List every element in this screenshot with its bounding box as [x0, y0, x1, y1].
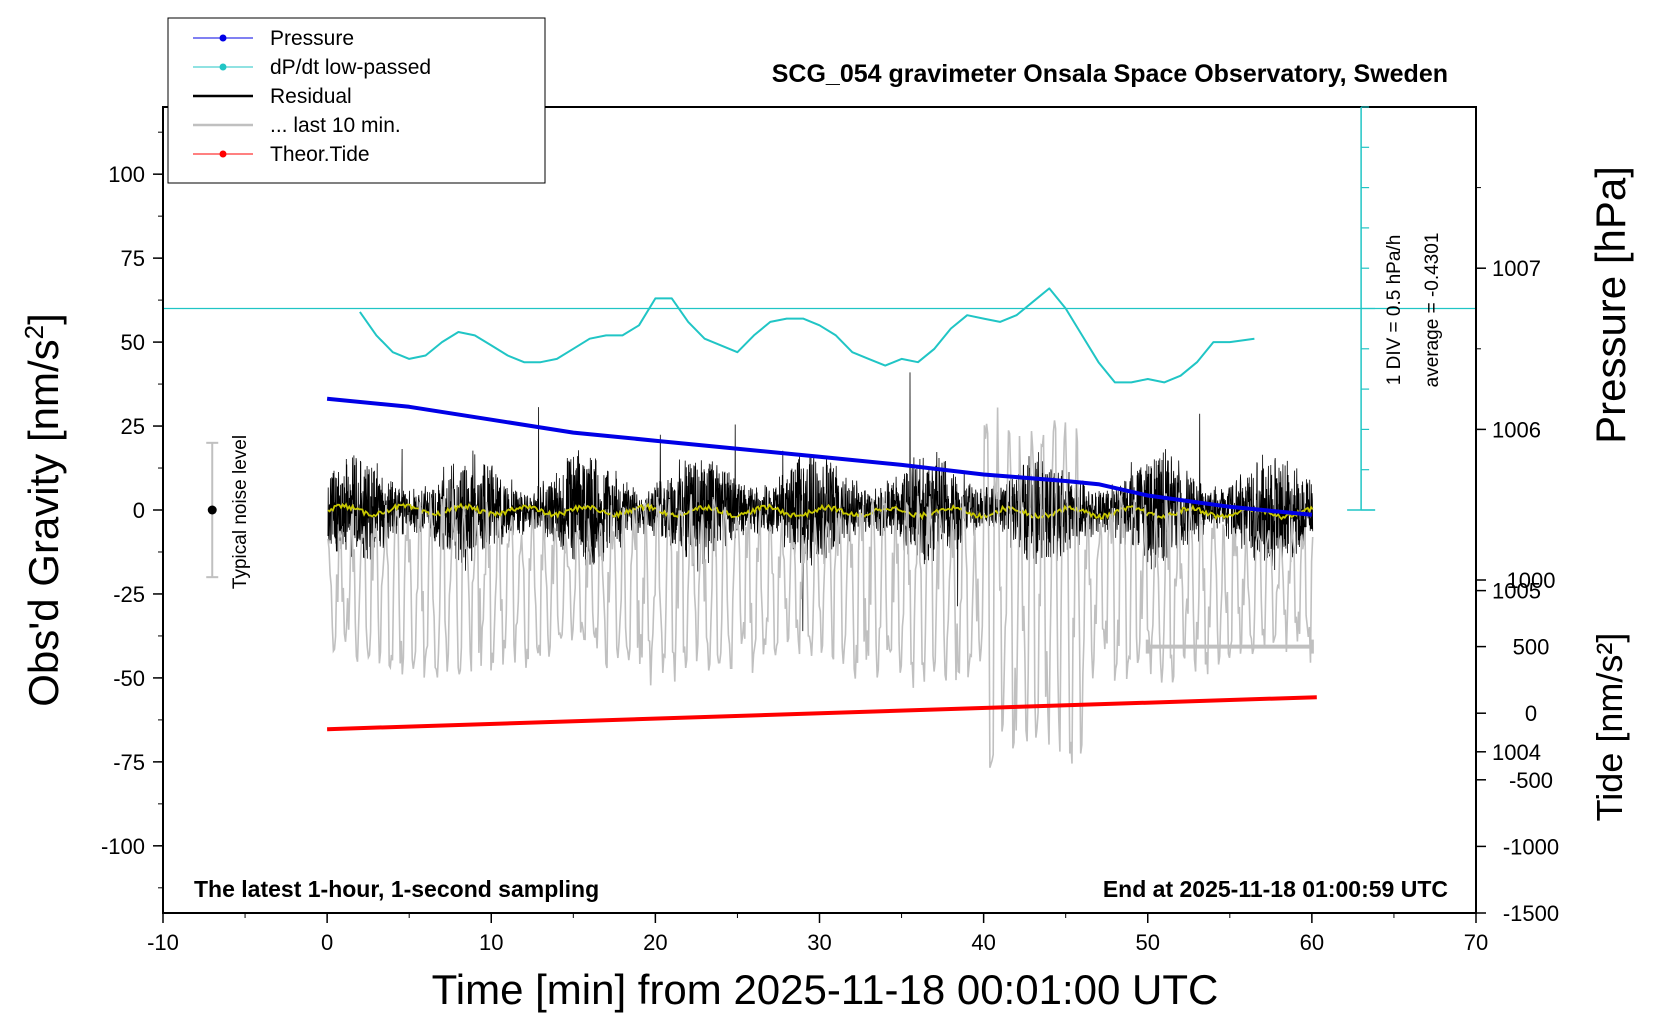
tide-tick-label: 0: [1525, 701, 1537, 726]
legend-marker-icon: [219, 63, 227, 71]
x-tick-label: 60: [1300, 930, 1324, 955]
pressure-axis-label: Pressure [hPa]: [1587, 166, 1634, 444]
legend-label: Residual: [270, 85, 352, 108]
legend-marker-icon: [219, 34, 227, 42]
x-tick-label: 40: [971, 930, 995, 955]
x-tick-label: 20: [643, 930, 667, 955]
y-tick-label: -50: [113, 666, 145, 691]
legend-label: Pressure: [270, 27, 354, 50]
series-theor-tide-line: [327, 695, 1317, 732]
x-tick-label: 50: [1136, 930, 1160, 955]
x-axis-label: Time [min] from 2025-11-18 00:01:00 UTC: [432, 966, 1219, 1013]
series-dp-dt-low-passed-line: [359, 287, 1255, 384]
series-pressure-line: [326, 396, 1313, 517]
pressure-tick-label: 1004: [1492, 740, 1541, 765]
y-axis-label-main: Obs'd Gravity [nm/s: [20, 339, 67, 706]
x-tick-label: -10: [147, 930, 179, 955]
chart-title: SCG_054 gravimeter Onsala Space Observat…: [772, 60, 1448, 88]
noise-center-dot: [207, 505, 217, 515]
residual-line: [327, 372, 1314, 632]
legend-label: dP/dt low-passed: [270, 56, 431, 79]
tide-tick-label: -1000: [1503, 834, 1559, 859]
tide-tick-label: -500: [1509, 768, 1553, 793]
y-tick-label: 75: [121, 246, 145, 271]
tide-tick-label: -1500: [1503, 901, 1559, 926]
x-tick-label: 10: [479, 930, 503, 955]
y-tick-label: -100: [101, 834, 145, 859]
noise-level-label: Typical noise level: [230, 435, 251, 589]
y-axis-label-superscript: 2: [19, 325, 49, 339]
tide-axis-label: Tide [nm/s²]: [1589, 633, 1630, 822]
y-tick-label: 0: [133, 498, 145, 523]
y-tick-label: 25: [121, 414, 145, 439]
tick-marks: -10 0 10 20 30 40 50 60 701007550250-25-50-75-10…: [101, 106, 1559, 955]
x-tick-label: 0: [321, 930, 333, 955]
tide-tick-label: 500: [1513, 635, 1550, 660]
plot-area: [163, 287, 1476, 768]
y-tick-label: 50: [121, 330, 145, 355]
legend-entry: ... last 10 min.: [193, 114, 401, 137]
pressure-tick-label: 1007: [1492, 256, 1541, 281]
end-time-note: End at 2025-11-18 01:00:59 UTC: [1103, 876, 1448, 902]
pressure-tick-label: 1005: [1492, 579, 1541, 604]
rate-scale-average-label: average = -0.4301: [1422, 233, 1443, 388]
legend: Pressure dP/dt low-passed Residual ... last…: [167, 17, 546, 184]
sampling-note: The latest 1-hour, 1-second sampling: [194, 876, 599, 902]
typical-noise-marker: Typical noise level: [230, 435, 251, 589]
rate-scale-division-label: 1 DIV = 0.5 hPa/h: [1384, 235, 1405, 386]
legend-label: ... last 10 min.: [270, 114, 401, 137]
last-10-min-line: [327, 407, 1314, 768]
legend-entry: dP/dt low-passed: [193, 56, 431, 79]
legend-entry: Residual: [193, 85, 352, 108]
pressure-rate-scale: 1 DIV = 0.5 hPa/h average = -0.4301: [1384, 233, 1443, 388]
legend-label: Theor.Tide: [270, 143, 370, 166]
x-tick-label: 30: [807, 930, 831, 955]
y-tick-label: -25: [113, 582, 145, 607]
y-axis-label-close: ]: [20, 313, 67, 325]
residual-mean-line: [327, 502, 1314, 521]
tide-tick-label: 1000: [1507, 568, 1556, 593]
x-tick-label: 70: [1464, 930, 1488, 955]
legend-box: [167, 17, 546, 184]
legend-marker-icon: [219, 150, 227, 158]
y-tick-label: 100: [108, 162, 145, 187]
y-tick-label: -75: [113, 750, 145, 775]
pressure-tick-label: 1006: [1492, 417, 1541, 442]
legend-entry: Theor.Tide: [193, 143, 370, 166]
legend-entry: Pressure: [193, 27, 354, 50]
y-axis-label-left: Obs'd Gravity [nm/s2]: [19, 313, 67, 707]
